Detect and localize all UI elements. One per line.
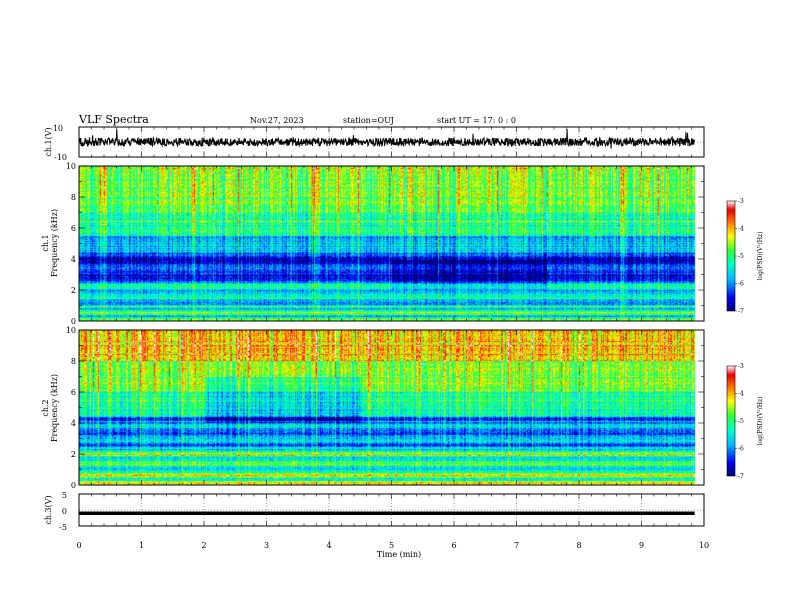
time-tick-label: 6 bbox=[451, 541, 456, 550]
ch3-ytick-bottom: -5 bbox=[59, 523, 67, 532]
ch1-spectrogram-ticks bbox=[78, 165, 705, 322]
ch1-channel-label: ch.1 bbox=[41, 234, 50, 251]
time-tick-label: 3 bbox=[264, 541, 269, 550]
ch1-frequency-label: Frequency (kHz) bbox=[50, 209, 59, 277]
colorbar-tick-label: -4 bbox=[738, 226, 744, 233]
time-tick-label: 10 bbox=[699, 541, 709, 550]
frequency-tick-label: 10 bbox=[66, 162, 76, 171]
ch1-ylabel: ch.1(V) bbox=[44, 127, 53, 156]
colorbar-tick-label: -6 bbox=[738, 281, 744, 288]
time-tick-label: 2 bbox=[201, 541, 206, 550]
ch1-colorbar-tick-labels: -3 -4 -5 -6 -7 bbox=[735, 198, 744, 315]
colorbar-tick-label: -5 bbox=[738, 253, 744, 260]
ch3-ylabel: ch.3(V) bbox=[44, 495, 53, 524]
ch1-colorbar: -3 -4 -5 -6 -7 log(PSD)(V²/Hz) bbox=[726, 198, 764, 315]
station-label: station=OUJ bbox=[343, 116, 394, 125]
frequency-tick-label: 6 bbox=[71, 224, 76, 233]
time-tick-label: 7 bbox=[514, 541, 519, 550]
frequency-tick-label: 6 bbox=[71, 388, 76, 397]
time-tick-label: 9 bbox=[639, 541, 644, 550]
colorbar-tick-label: -4 bbox=[738, 391, 744, 398]
time-tick-label: 5 bbox=[389, 541, 394, 550]
time-tick-label: 8 bbox=[576, 541, 581, 550]
colorbar-tick-label: -3 bbox=[738, 363, 744, 370]
ch3-ytick-mid: 0 bbox=[62, 507, 67, 516]
ch1-colorbar-label: log(PSD)(V²/Hz) bbox=[757, 232, 764, 281]
ch2-spectrogram-panel: 0 2 4 6 8 10 ch.2 Frequency (kHz) bbox=[41, 326, 705, 490]
time-axis-label: Time (min) bbox=[377, 550, 421, 559]
colorbar-tick-label: -5 bbox=[738, 418, 744, 425]
ch1-ticks bbox=[78, 127, 705, 157]
colorbar-tick-label: -7 bbox=[738, 473, 744, 480]
ch3-ytick-top: 5 bbox=[62, 491, 67, 500]
ch2-colorbar: -3 -4 -5 -6 -7 log(PSD)(V²/Hz) bbox=[726, 363, 764, 480]
ch2-frequency-tick-labels: 0 2 4 6 8 10 bbox=[66, 326, 76, 490]
frequency-tick-label: 10 bbox=[66, 326, 76, 335]
ch1-spectrogram-canvas bbox=[79, 166, 704, 321]
figure-title: VLF Spectra bbox=[78, 113, 149, 126]
frequency-tick-label: 0 bbox=[71, 481, 76, 490]
time-axis-tick-labels: 0 1 2 3 4 5 6 7 8 9 10 bbox=[76, 541, 709, 550]
frequency-tick-label: 8 bbox=[71, 193, 76, 202]
frequency-tick-label: 4 bbox=[71, 255, 76, 264]
frequency-tick-label: 4 bbox=[71, 419, 76, 428]
ch2-spectrogram-canvas bbox=[79, 330, 704, 485]
frequency-tick-label: 0 bbox=[71, 317, 76, 326]
date-label: Nov.27, 2023 bbox=[250, 116, 304, 125]
ch1-waveform-panel: 10 -10 ch.1(V) bbox=[44, 124, 705, 162]
time-tick-label: 0 bbox=[76, 541, 81, 550]
ch3-grid bbox=[79, 494, 704, 526]
colorbar-tick-label: -7 bbox=[738, 308, 744, 315]
ch3-ticks bbox=[78, 494, 705, 526]
ch1-waveform-line bbox=[78, 129, 696, 149]
ch1-ytick-top: 10 bbox=[53, 124, 63, 133]
colorbar-tick-label: -3 bbox=[738, 198, 744, 205]
frequency-tick-label: 2 bbox=[71, 286, 76, 295]
frequency-tick-label: 2 bbox=[71, 450, 76, 459]
ch2-colorbar-label: log(PSD)(V²/Hz) bbox=[757, 397, 764, 446]
ch1-spectrogram-panel: 0 2 4 6 8 10 ch.1 Frequency (kHz) bbox=[41, 162, 705, 326]
time-tick-label: 1 bbox=[139, 541, 144, 550]
ch1-frequency-tick-labels: 0 2 4 6 8 10 bbox=[66, 162, 76, 326]
time-tick-label: 4 bbox=[326, 541, 331, 550]
ch2-channel-label: ch.2 bbox=[41, 399, 50, 416]
colorbar-tick-label: -6 bbox=[738, 446, 744, 453]
ch1-ytick-bottom: -10 bbox=[54, 153, 67, 162]
start-time-label: start UT = 17: 0 : 0 bbox=[437, 116, 516, 125]
ch3-waveform-panel: 5 0 -5 ch.3(V) bbox=[44, 491, 705, 532]
ch2-colorbar-tick-labels: -3 -4 -5 -6 -7 bbox=[735, 363, 744, 480]
ch2-spectrogram-ticks bbox=[78, 329, 705, 486]
frequency-tick-label: 8 bbox=[71, 357, 76, 366]
ch2-frequency-label: Frequency (kHz) bbox=[50, 374, 59, 442]
